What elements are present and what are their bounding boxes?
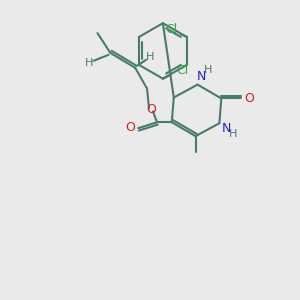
Text: N: N [197,70,206,83]
Text: Cl: Cl [165,22,177,36]
Text: O: O [244,92,254,105]
Text: H: H [146,52,154,62]
Text: H: H [229,129,237,139]
Text: Cl: Cl [177,64,189,77]
Text: O: O [146,103,156,116]
Text: H: H [84,58,93,68]
Text: N: N [222,122,231,135]
Text: H: H [204,65,213,75]
Text: O: O [125,121,135,134]
